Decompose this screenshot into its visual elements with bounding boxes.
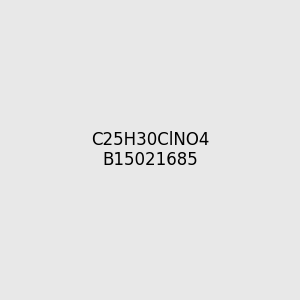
Text: C25H30ClNO4
B15021685: C25H30ClNO4 B15021685 bbox=[91, 130, 209, 170]
